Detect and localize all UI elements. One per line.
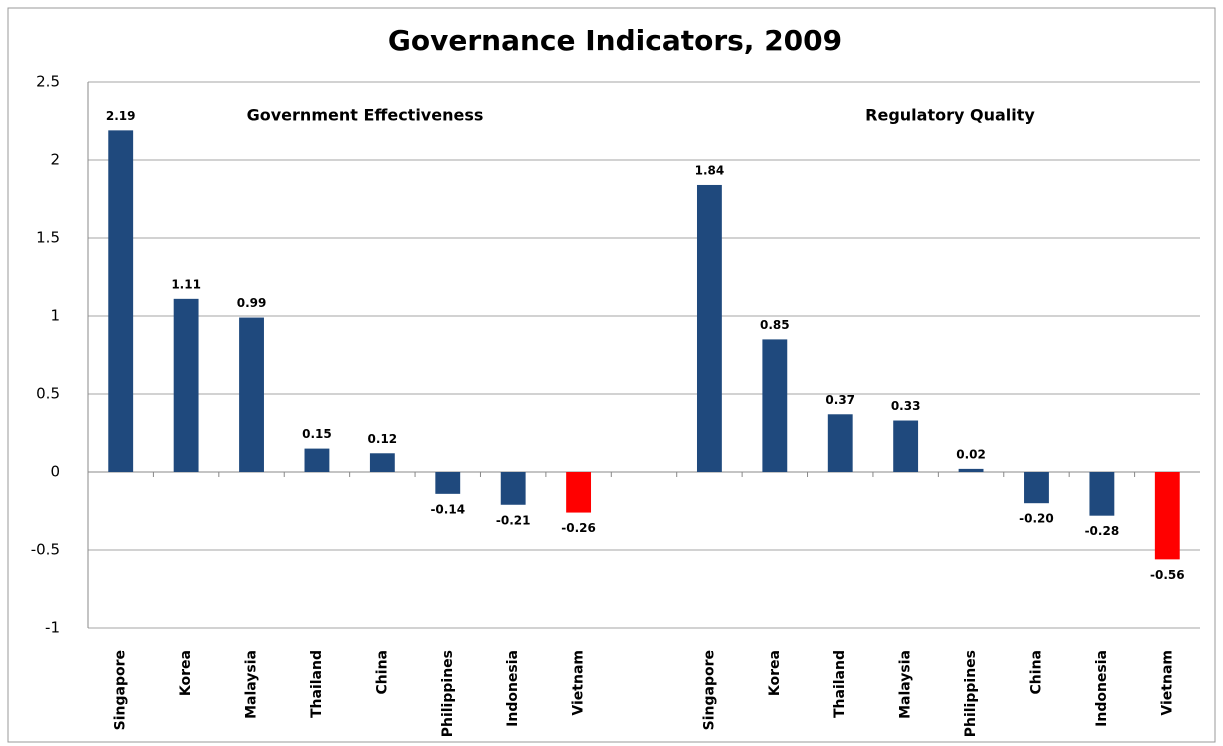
bar [1024,472,1049,504]
chart-frame [7,7,1216,743]
x-tick-label: Indonesia [1094,650,1110,727]
y-tick-label: 2 [50,151,60,169]
x-tick-label-group: Malaysia [244,650,260,719]
x-tick-label-group: Singapore [113,650,129,730]
bar [958,468,984,472]
bar [696,184,722,472]
data-label: 0.85 [760,318,790,332]
x-tick-label: Korea [767,650,783,696]
x-tick-label-group: Singapore [701,650,717,730]
bar [304,448,330,472]
y-tick-label: 1.5 [36,229,60,247]
data-label: 0.15 [302,427,332,441]
x-tick-label-group: China [374,650,390,694]
y-tick-label: -0.5 [31,541,60,559]
x-tick-label: China [1028,650,1044,694]
data-label: -0.21 [496,513,531,527]
bar [893,420,919,472]
bar [1154,472,1180,560]
x-tick-label-group: Indonesia [1094,650,1110,727]
x-tick-label-group: Korea [178,650,194,696]
x-tick-label: China [374,650,390,694]
bar [500,472,526,505]
x-tick-label: Singapore [113,650,129,730]
x-tick-label: Philippines [963,650,979,737]
x-tick-label: Korea [178,650,194,696]
x-tick-label-group: Thailand [309,650,325,718]
group-label: Regulatory Quality [865,106,1035,125]
bar [239,317,264,472]
x-tick-label: Thailand [309,650,325,718]
x-tick-label-group: China [1028,650,1044,694]
x-tick-label-group: Vietnam [571,650,587,716]
x-tick-label-group: Philippines [440,650,456,737]
data-label: 0.99 [237,296,267,310]
bar [762,339,788,472]
y-tick-label: 1 [50,307,60,325]
y-tick-label: -1 [45,619,60,637]
x-tick-label-group: Philippines [963,650,979,737]
bar [566,472,592,513]
data-label: -0.20 [1019,512,1054,526]
data-label: 1.84 [695,163,725,177]
data-label: 1.11 [171,277,201,291]
x-tick-label: Indonesia [505,650,521,727]
bar [173,298,199,472]
group-label: Government Effectiveness [247,106,484,125]
data-label: -0.26 [561,521,596,535]
data-label: 0.37 [825,393,855,407]
y-tick-label: 0.5 [36,385,60,403]
x-tick-label-group: Indonesia [505,650,521,727]
bar [369,453,395,472]
x-tick-label-group: Korea [767,650,783,696]
y-tick-label: 2.5 [36,73,60,91]
x-tick-label: Singapore [701,650,717,730]
data-label: 0.12 [368,432,398,446]
chart-title: Governance Indicators, 2009 [388,24,842,57]
x-tick-label-group: Vietnam [1159,650,1175,716]
bar [435,472,461,494]
data-label: -0.14 [430,502,465,516]
data-label: 2.19 [106,109,136,123]
data-label: -0.28 [1085,524,1120,538]
data-label: 0.33 [891,399,921,413]
x-tick-label: Malaysia [244,650,260,719]
x-tick-label: Vietnam [571,650,587,716]
x-tick-label: Thailand [832,650,848,718]
data-label: 0.02 [956,447,986,461]
y-tick-label: 0 [50,463,60,481]
x-tick-label-group: Thailand [832,650,848,718]
x-tick-label: Malaysia [898,650,914,719]
bar [108,130,134,473]
x-tick-label-group: Malaysia [898,650,914,719]
bar [1089,472,1115,516]
x-tick-label: Philippines [440,650,456,737]
x-tick-label: Vietnam [1159,650,1175,716]
bar [827,414,853,472]
data-label: -0.56 [1150,568,1185,582]
